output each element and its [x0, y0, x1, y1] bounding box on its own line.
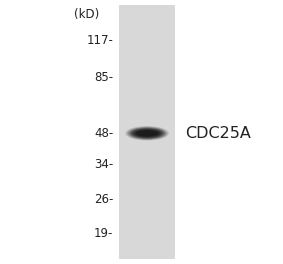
- Text: 48-: 48-: [94, 127, 113, 140]
- Ellipse shape: [133, 129, 161, 138]
- Ellipse shape: [127, 127, 168, 140]
- Ellipse shape: [136, 131, 158, 136]
- Ellipse shape: [134, 130, 160, 137]
- Ellipse shape: [131, 128, 163, 138]
- Ellipse shape: [125, 126, 169, 140]
- Ellipse shape: [128, 127, 166, 139]
- Text: 85-: 85-: [94, 71, 113, 84]
- Text: 19-: 19-: [94, 227, 113, 240]
- Ellipse shape: [136, 130, 158, 136]
- Bar: [119, 5, 175, 259]
- Text: 34-: 34-: [94, 158, 113, 172]
- Text: (kD): (kD): [74, 8, 99, 21]
- Text: 26-: 26-: [94, 193, 113, 206]
- Text: CDC25A: CDC25A: [185, 126, 251, 141]
- Ellipse shape: [130, 128, 164, 139]
- Text: 117-: 117-: [86, 34, 113, 48]
